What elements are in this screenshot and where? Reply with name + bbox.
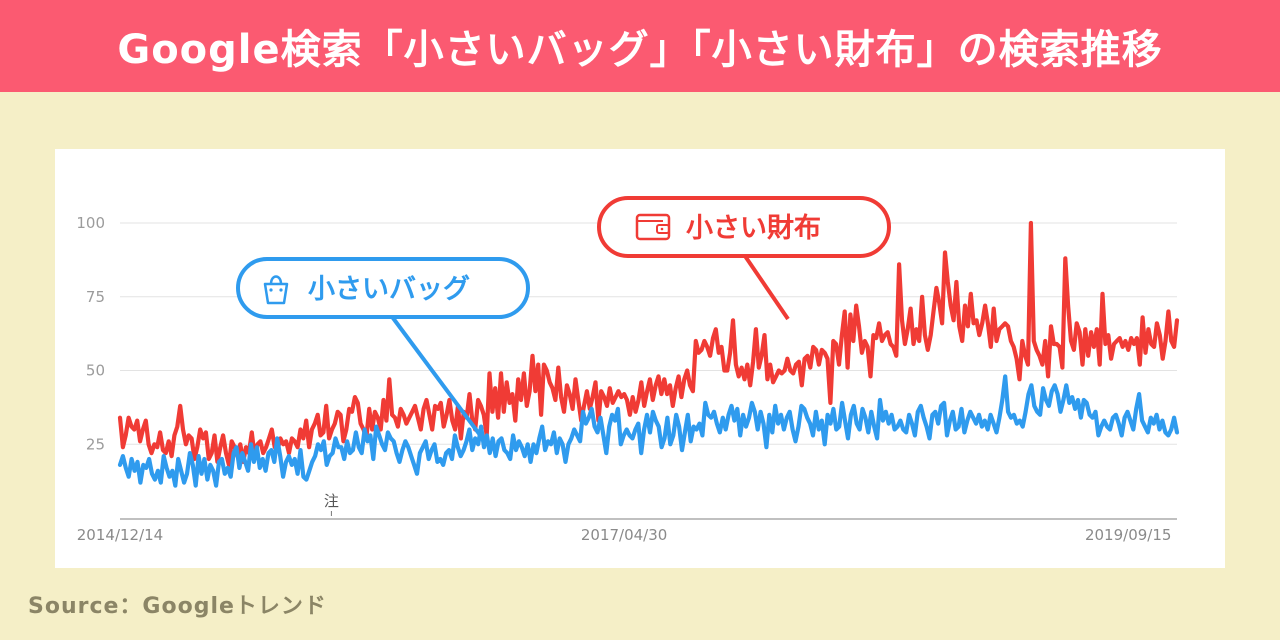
bag-callout: 小さいバッグ: [236, 257, 530, 441]
trend-chart: 25 50 75 100 2014/12/14 2017/04/30 2019/09/15 注…: [76, 196, 1180, 544]
source-note: Source：Googleトレンド: [28, 594, 327, 619]
bag-series-line: [117, 374, 1180, 488]
title-banner: Google検索「小さいバッグ」「小さい財布」の検索推移: [0, 0, 1280, 92]
wallet-series-line: [117, 220, 1180, 467]
y-tick-label: 100: [76, 214, 105, 232]
x-tick-label: 2014/12/14: [77, 526, 163, 544]
bag-callout-box: [236, 257, 530, 319]
x-tick-label: 2019/09/15: [1085, 526, 1171, 544]
y-tick-label: 75: [86, 288, 105, 306]
bag-icon: [263, 275, 289, 305]
wallet-icon: [635, 213, 671, 241]
bag-callout-label: 小さいバッグ: [308, 273, 470, 305]
wallet-callout: 小さい財布: [597, 196, 891, 321]
chart-panel: 25 50 75 100 2014/12/14 2017/04/30 2019/09/15 注…: [55, 149, 1225, 568]
bag-callout-pointer: [388, 312, 485, 441]
wallet-callout-pointer: [743, 254, 790, 321]
x-tick-label: 2017/04/30: [581, 526, 667, 544]
wallet-callout-label: 小さい財布: [686, 213, 821, 244]
wallet-callout-box: [597, 196, 891, 258]
y-tick-label: 25: [86, 435, 105, 453]
page-title: Google検索「小さいバッグ」「小さい財布」の検索推移: [117, 27, 1163, 73]
y-tick-label: 50: [86, 362, 105, 380]
annotation-marker: 注: [324, 492, 339, 510]
